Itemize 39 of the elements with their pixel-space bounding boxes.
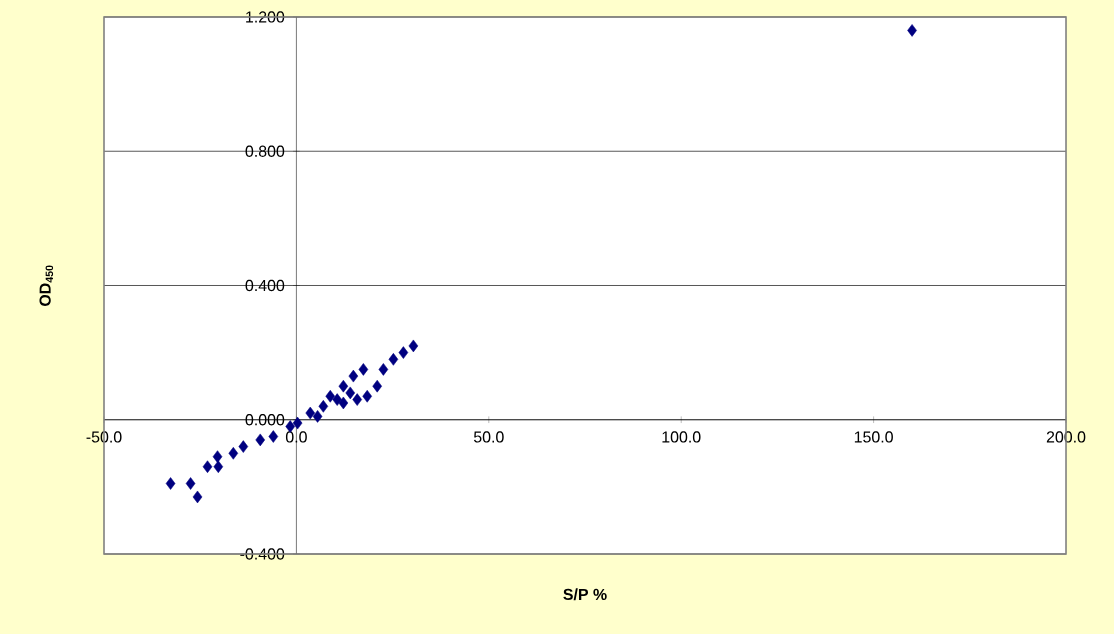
point [388,353,399,366]
point [338,396,349,410]
point [255,433,265,447]
x-tick-label: 100.0 [662,431,701,443]
point [318,400,329,413]
point [305,406,316,420]
y-tick-label: 0.800 [245,145,285,157]
point [238,440,249,453]
point [345,386,356,400]
point [325,389,336,403]
x-tick-label: 0.0 [285,431,307,443]
point [268,430,279,443]
x-tick-label: 200.0 [1046,431,1086,443]
y-tick-label: -0.400 [240,548,285,560]
point [348,369,359,383]
point [362,389,372,403]
point [907,24,917,37]
point [338,379,349,393]
point [192,490,203,504]
point [185,477,196,490]
point [292,416,303,430]
point [165,477,176,490]
x-tick-label: 50.0 [473,431,504,443]
point [408,339,419,353]
point [202,460,213,473]
point [228,447,239,460]
point [352,393,362,406]
y-tick-label: 1.200 [246,11,285,23]
x-axis-title: S/P % [563,588,607,601]
point [312,410,323,423]
x-tick-label: 150.0 [854,431,893,443]
x-tick-label: -50.0 [86,431,122,443]
point [398,346,409,359]
point [378,363,389,376]
y-axis-title: OD$_{450}$ [39,265,54,306]
point [358,363,369,376]
point [212,450,223,463]
point [372,379,382,393]
point [213,460,224,473]
